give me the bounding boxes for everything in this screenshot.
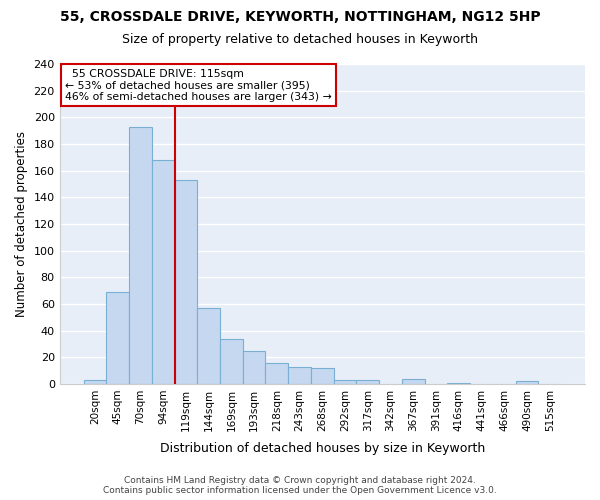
Text: Size of property relative to detached houses in Keyworth: Size of property relative to detached ho…: [122, 32, 478, 46]
Bar: [175, 180, 197, 384]
Bar: [106, 292, 129, 384]
Bar: [288, 366, 311, 384]
Bar: [220, 338, 243, 384]
Bar: [334, 380, 356, 384]
Y-axis label: Number of detached properties: Number of detached properties: [15, 131, 28, 317]
Bar: [311, 368, 334, 384]
Bar: [448, 382, 470, 384]
Bar: [356, 380, 379, 384]
Text: Contains HM Land Registry data © Crown copyright and database right 2024.
Contai: Contains HM Land Registry data © Crown c…: [103, 476, 497, 495]
Text: 55, CROSSDALE DRIVE, KEYWORTH, NOTTINGHAM, NG12 5HP: 55, CROSSDALE DRIVE, KEYWORTH, NOTTINGHA…: [59, 10, 541, 24]
Bar: [83, 380, 106, 384]
Text: 55 CROSSDALE DRIVE: 115sqm
← 53% of detached houses are smaller (395)
46% of sem: 55 CROSSDALE DRIVE: 115sqm ← 53% of deta…: [65, 69, 332, 102]
Bar: [243, 350, 265, 384]
X-axis label: Distribution of detached houses by size in Keyworth: Distribution of detached houses by size …: [160, 442, 485, 455]
Bar: [129, 126, 152, 384]
Bar: [197, 308, 220, 384]
Bar: [265, 362, 288, 384]
Bar: [152, 160, 175, 384]
Bar: [515, 381, 538, 384]
Bar: [402, 378, 425, 384]
